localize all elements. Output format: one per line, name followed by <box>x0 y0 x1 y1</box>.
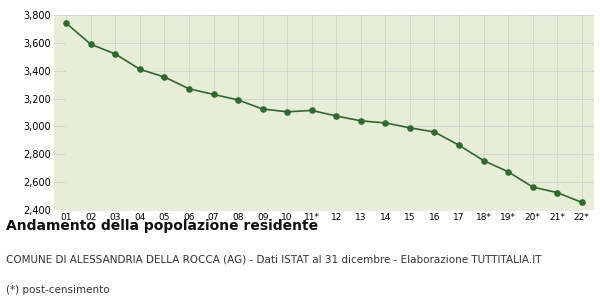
Point <box>110 52 120 56</box>
Text: COMUNE DI ALESSANDRIA DELLA ROCCA (AG) - Dati ISTAT al 31 dicembre - Elaborazion: COMUNE DI ALESSANDRIA DELLA ROCCA (AG) -… <box>6 255 542 265</box>
Text: Andamento della popolazione residente: Andamento della popolazione residente <box>6 219 318 233</box>
Point <box>454 143 464 148</box>
Point <box>135 67 145 72</box>
Point <box>479 158 488 163</box>
Point <box>553 190 562 195</box>
Point <box>233 98 243 102</box>
Point <box>258 106 268 111</box>
Point <box>331 114 341 118</box>
Point <box>283 110 292 114</box>
Point <box>184 86 194 91</box>
Point <box>61 21 71 26</box>
Point <box>503 169 513 174</box>
Point <box>380 121 390 125</box>
Point <box>86 42 95 46</box>
Point <box>209 92 218 97</box>
Point <box>405 125 415 130</box>
Point <box>160 75 169 80</box>
Point <box>356 118 365 123</box>
Point <box>430 130 439 134</box>
Point <box>528 184 538 189</box>
Point <box>577 200 587 205</box>
Text: (*) post-censimento: (*) post-censimento <box>6 285 110 295</box>
Point <box>307 108 317 113</box>
